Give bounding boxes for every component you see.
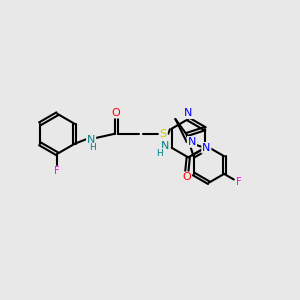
Text: F: F (236, 177, 242, 188)
Text: N: N (184, 108, 193, 118)
Text: O: O (182, 172, 191, 182)
Text: F: F (54, 167, 60, 176)
Text: N: N (202, 143, 211, 153)
Text: N: N (161, 141, 170, 151)
Text: S: S (160, 129, 167, 139)
Text: H: H (156, 148, 163, 158)
Text: O: O (112, 108, 121, 118)
Text: H: H (89, 143, 96, 152)
Text: N: N (87, 135, 95, 145)
Text: N: N (188, 137, 196, 147)
